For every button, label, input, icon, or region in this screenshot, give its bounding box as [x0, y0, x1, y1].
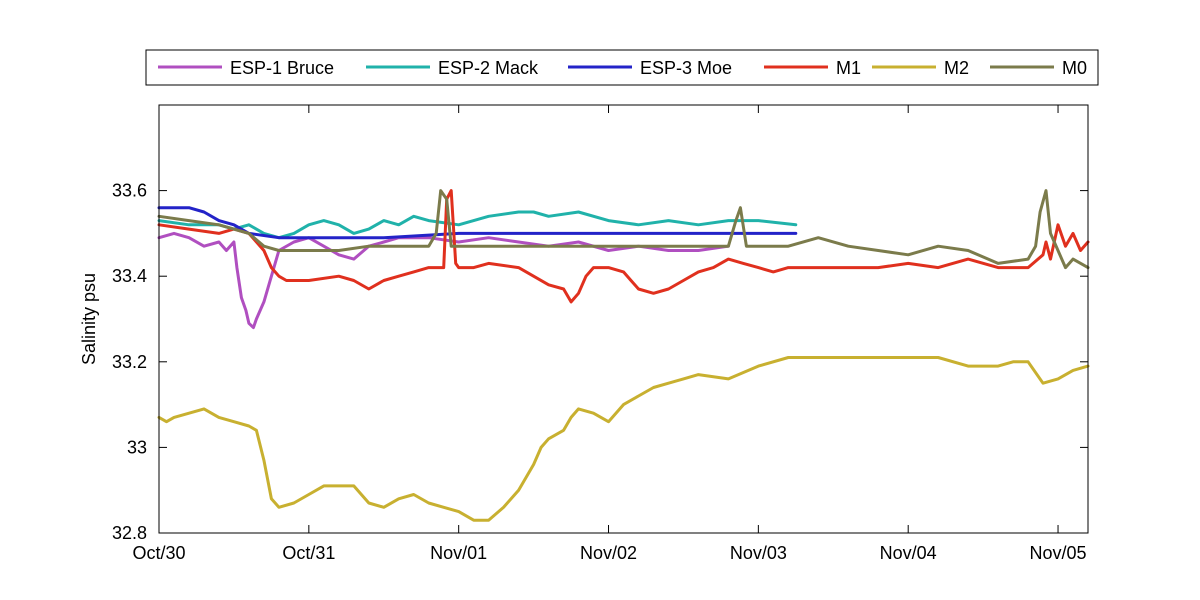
plot-frame [158, 104, 1089, 534]
y-tick-label: 32.8 [112, 523, 147, 543]
series-line-m0 [157, 189, 1090, 270]
x-tick-label: Nov/04 [880, 543, 937, 563]
y-axis: 32.8 33 33.2 33.4 33.6 [112, 181, 1088, 543]
series-line-esp-2-mack [157, 210, 798, 240]
legend-label-m1: M1 [836, 58, 861, 78]
legend-label-m0: M0 [1062, 58, 1087, 78]
y-tick-label: 33.6 [112, 181, 147, 201]
x-tick-label: Nov/03 [730, 543, 787, 563]
series-layer [157, 189, 1090, 522]
y-tick-label: 33 [127, 437, 147, 457]
x-tick-label: Nov/01 [430, 543, 487, 563]
legend-label-esp-3-moe: ESP-3 Moe [640, 58, 732, 78]
series-line-m2 [157, 356, 1090, 522]
y-tick-label: 33.4 [112, 266, 147, 286]
x-tick-label: Oct/30 [132, 543, 185, 563]
x-tick-label: Nov/02 [580, 543, 637, 563]
x-tick-label: Nov/05 [1030, 543, 1087, 563]
legend-label-esp-2-mack: ESP-2 Mack [438, 58, 539, 78]
series-line-esp-3-moe [157, 206, 798, 240]
x-tick-label: Oct/31 [282, 543, 335, 563]
y-tick-label: 33.2 [112, 352, 147, 372]
y-axis-label: Salinity psu [79, 273, 99, 365]
legend-label-m2: M2 [944, 58, 969, 78]
series-line-m1 [157, 189, 1090, 304]
legend-label-esp-1-bruce: ESP-1 Bruce [230, 58, 334, 78]
x-axis: Oct/30 Oct/31 Nov/01 Nov/02 Nov/03 Nov/04 Nov/… [132, 105, 1087, 563]
legend: ESP-1 Bruce ESP-2 Mack ESP-3 Moe M1 M2 M0 [145, 49, 1099, 86]
